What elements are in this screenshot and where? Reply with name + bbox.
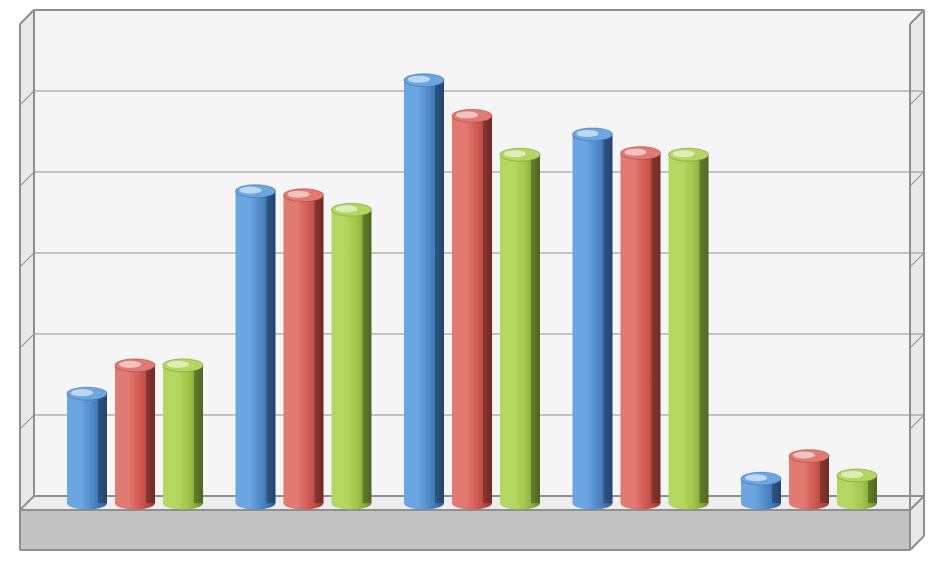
bar-g5-green: [837, 469, 877, 509]
bar-g2-blue: [236, 185, 276, 510]
bar-g3-blue: [404, 74, 444, 510]
bar-g1-blue: [67, 387, 107, 509]
bar-g4-blue: [573, 128, 613, 509]
bar-g5-red: [789, 450, 829, 510]
bar-g2-red: [284, 189, 324, 510]
chart-stage: [0, 0, 928, 567]
bar-g2-green: [332, 203, 372, 509]
bar-g1-red: [115, 359, 155, 510]
bar-g3-red: [452, 109, 492, 509]
bar-g4-red: [621, 147, 661, 510]
floor-front: [20, 510, 910, 550]
grouped-cylinder-bar-chart: [0, 0, 928, 567]
bar-g1-green: [163, 359, 203, 510]
bar-g4-green: [669, 148, 709, 509]
bar-g5-blue: [741, 472, 781, 509]
bar-g3-green: [500, 148, 540, 509]
